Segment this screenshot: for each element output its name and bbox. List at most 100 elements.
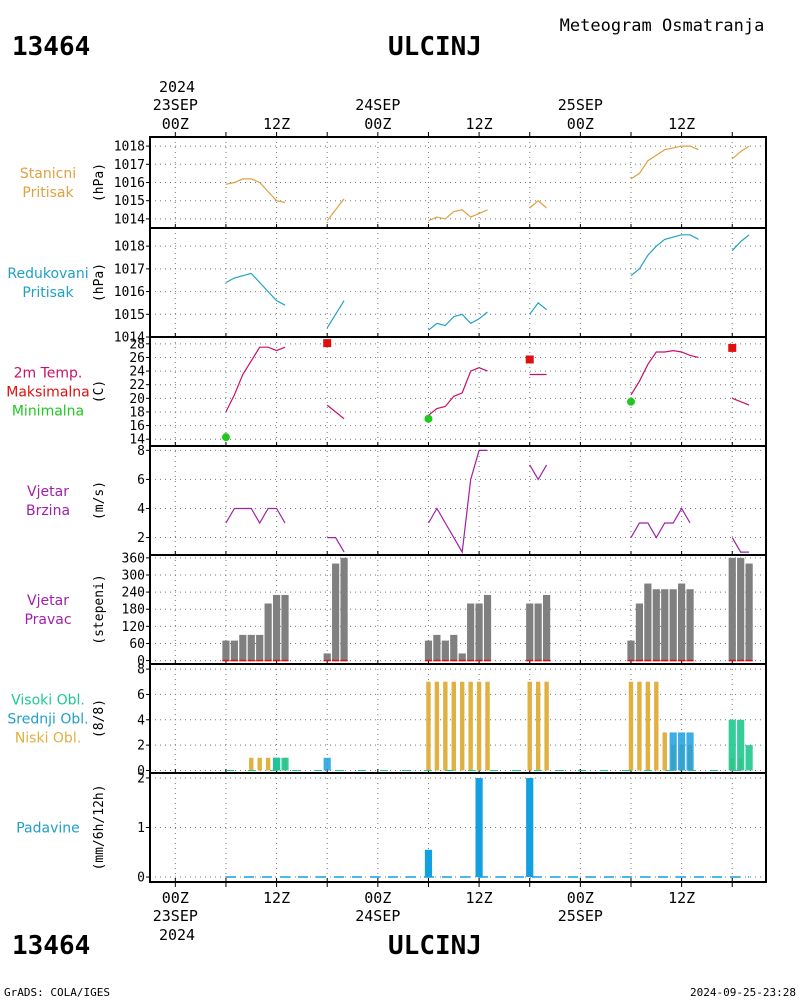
panel-cloud_cover: 0 2 4 6 8 (8/8) Visoki Obl. Srednji Obl. Niski O… bbox=[7, 663, 767, 779]
station_pressure-series-line bbox=[529, 199, 547, 209]
wind_direction-legend-label: Vjetar bbox=[27, 593, 69, 609]
y-tick-label: 4 bbox=[137, 713, 145, 728]
hour-label-bottom: 12Z bbox=[263, 889, 290, 907]
reduced_pressure-legend-label: Redukovani bbox=[7, 266, 88, 282]
wind-direction-bar bbox=[737, 557, 745, 661]
station_pressure-legend-label: Pritisak bbox=[22, 185, 74, 201]
precipitation-bar bbox=[526, 777, 534, 878]
hour-label-top: 00Z bbox=[162, 115, 189, 133]
wind-direction-bar bbox=[441, 640, 449, 661]
y-tick-label: 8 bbox=[137, 663, 145, 678]
footer-timestamp: 2024-09-25-23:28 bbox=[690, 986, 796, 999]
wind_speed-series-line bbox=[427, 449, 488, 554]
wind_speed-series-line bbox=[529, 464, 548, 481]
y-tick-label: 360 bbox=[122, 551, 145, 566]
reduced_pressure-series-line bbox=[326, 300, 345, 329]
panel-wind_speed: 2 4 6 8 (m/s) Vjetar Brzina bbox=[26, 444, 767, 556]
low-cloud-bar bbox=[451, 681, 456, 771]
tmax-marker bbox=[525, 355, 534, 364]
low-cloud-bar bbox=[544, 681, 549, 771]
wind-direction-bar bbox=[222, 640, 230, 661]
wind-direction-bar bbox=[256, 634, 264, 661]
panel-wind_direction: 0 60 120 180 240 300 360 (stepeni) Vjetar Pravac bbox=[24, 551, 767, 669]
hour-label-top: 12Z bbox=[263, 115, 290, 133]
low-cloud-bar bbox=[265, 757, 271, 771]
temperature-legend-label: Minimalna bbox=[12, 404, 84, 420]
y-tick-label: 16 bbox=[129, 419, 145, 434]
plot-area bbox=[225, 681, 753, 771]
panel-station_pressure: 1014 1015 1016 1017 1018 (hPa) Stanicni Pritisa… bbox=[20, 136, 767, 229]
low-cloud-bar bbox=[443, 681, 448, 771]
station_pressure-series-line bbox=[731, 145, 750, 160]
reduced_pressure-ylabel: (hPa) bbox=[92, 263, 107, 302]
tmax-marker bbox=[728, 343, 737, 352]
panel-frame bbox=[149, 227, 767, 338]
wind-direction-bar bbox=[652, 589, 660, 661]
low-cloud-bar bbox=[527, 681, 532, 771]
panel-frame bbox=[149, 445, 767, 556]
panel-frame bbox=[149, 336, 767, 447]
temperature-series-line bbox=[731, 397, 750, 406]
wind_speed-series-line bbox=[731, 537, 750, 553]
hour-label-top: 12Z bbox=[466, 115, 493, 133]
hour-label-bottom: 12Z bbox=[466, 889, 493, 907]
wind-direction-bar bbox=[483, 594, 492, 661]
low-cloud-bar bbox=[434, 681, 440, 771]
cloud_cover-legend-label: Visoki Obl. bbox=[11, 693, 85, 709]
wind-direction-bar bbox=[458, 653, 466, 661]
precipitation-bar bbox=[424, 849, 433, 878]
wind_speed-legend-label: Vjetar bbox=[27, 484, 69, 500]
hour-label-top: 12Z bbox=[668, 115, 695, 133]
wind-direction-bar bbox=[627, 640, 635, 661]
y-tick-label: 1017 bbox=[114, 262, 145, 277]
tmin-marker bbox=[221, 433, 230, 442]
low-cloud-bar bbox=[637, 681, 642, 771]
station_pressure-series-line bbox=[225, 178, 286, 204]
reduced_pressure-series-line bbox=[225, 272, 286, 306]
temperature-series-line bbox=[630, 349, 699, 396]
y-tick-label: 0 bbox=[137, 871, 145, 886]
tmax-marker bbox=[323, 339, 332, 348]
temperature-ylabel: (C) bbox=[92, 380, 107, 403]
wind-direction-bar bbox=[728, 557, 736, 661]
year-top: 2024 bbox=[159, 78, 195, 96]
precipitation-legend-label: Padavine bbox=[16, 821, 80, 837]
station_pressure-series-line bbox=[630, 145, 699, 180]
hour-label-top: 00Z bbox=[567, 115, 594, 133]
wind-direction-bar bbox=[635, 603, 644, 661]
hour-label-bottom: 12Z bbox=[668, 889, 695, 907]
wind_direction-legend-label: Pravac bbox=[24, 612, 71, 628]
y-tick-label: 0 bbox=[137, 654, 145, 669]
y-tick-label: 20 bbox=[129, 392, 145, 407]
wind_speed-series-line bbox=[327, 537, 345, 553]
temperature-series-line bbox=[428, 367, 488, 416]
station-name-top: ULCINJ bbox=[388, 32, 482, 62]
wind-direction-bar bbox=[239, 634, 247, 661]
date-label-bottom: 25SEP bbox=[558, 907, 603, 925]
high-cloud-bar bbox=[281, 757, 289, 771]
y-tick-label: 26 bbox=[129, 351, 145, 366]
wind-direction-bar bbox=[272, 594, 281, 661]
wind-direction-bar bbox=[433, 634, 441, 661]
plot-area bbox=[225, 145, 750, 222]
high-cloud-bar bbox=[737, 719, 745, 771]
y-tick-label: 120 bbox=[122, 620, 145, 635]
precipitation-ylabel: (mm/6h/12h) bbox=[92, 784, 107, 870]
high-cloud-bar bbox=[745, 745, 753, 771]
panel-reduced_pressure: 1014 1015 1016 1017 1018 (hPa) Redukovani Priti… bbox=[7, 227, 767, 346]
station_pressure-series-line bbox=[326, 198, 345, 222]
y-tick-label: 1 bbox=[137, 821, 145, 836]
mid-cloud-bar bbox=[678, 732, 686, 771]
hour-label-bottom: 00Z bbox=[364, 889, 391, 907]
wind-direction-bar bbox=[450, 634, 458, 661]
low-cloud-bar bbox=[257, 757, 262, 771]
wind-direction-bar bbox=[678, 583, 686, 661]
wind-direction-bar bbox=[526, 603, 534, 661]
reduced_pressure-series-line bbox=[529, 302, 547, 315]
hour-label-bottom: 00Z bbox=[162, 889, 189, 907]
y-tick-label: 1015 bbox=[114, 308, 145, 323]
wind_speed-series-line bbox=[225, 507, 286, 525]
plot-area bbox=[221, 339, 750, 442]
tmin-marker bbox=[424, 414, 433, 423]
